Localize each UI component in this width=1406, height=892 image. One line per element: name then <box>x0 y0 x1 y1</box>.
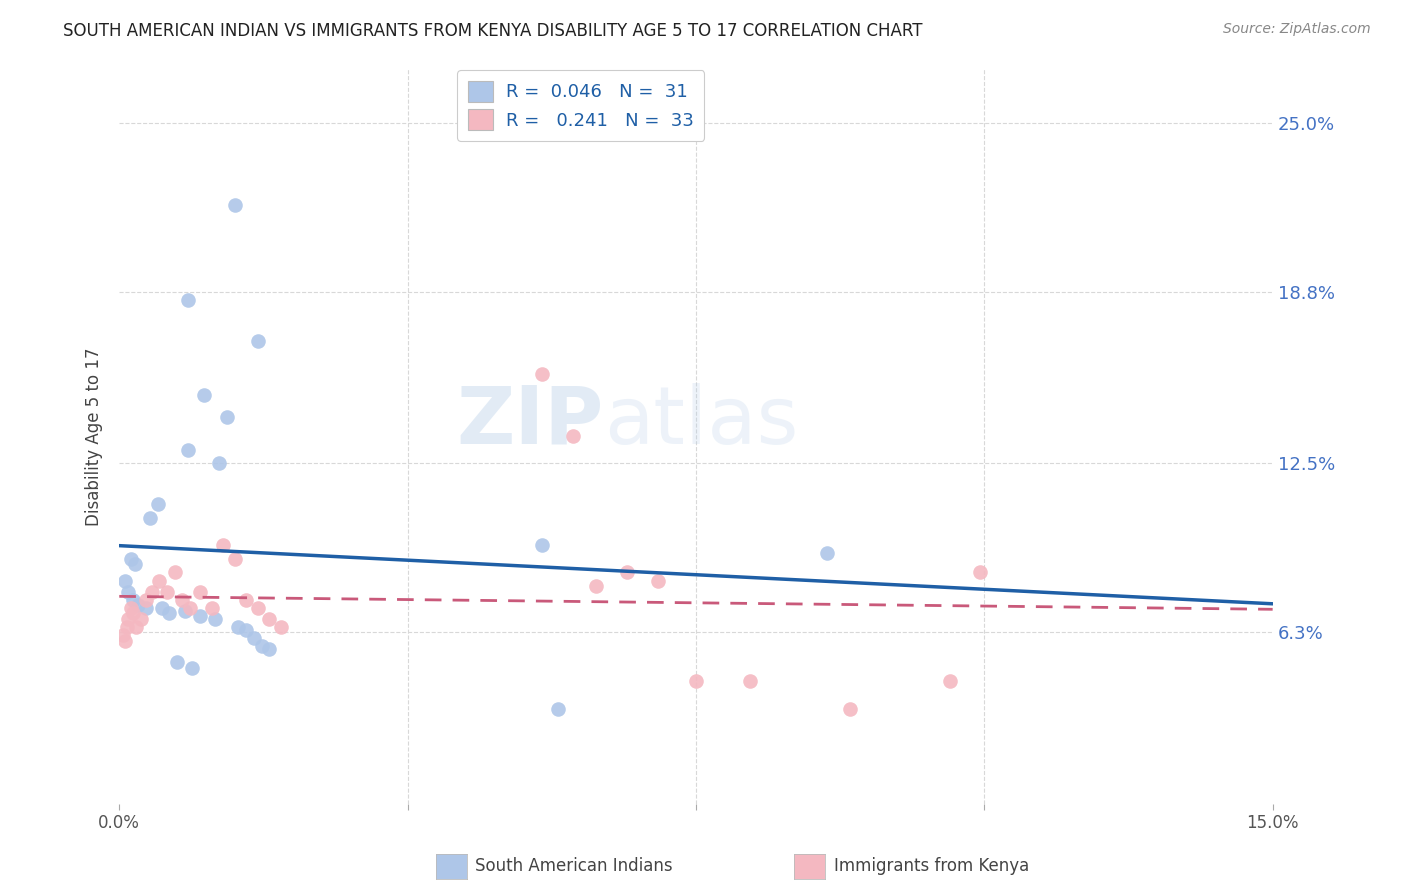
Point <box>148 574 170 588</box>
Point <box>647 574 669 588</box>
Point <box>969 566 991 580</box>
Point <box>135 592 157 607</box>
Point <box>114 633 136 648</box>
Point <box>738 674 761 689</box>
Point <box>257 612 280 626</box>
Point <box>235 623 257 637</box>
Legend: R =  0.046   N =  31, R =   0.241   N =  33: R = 0.046 N = 31, R = 0.241 N = 33 <box>457 70 704 141</box>
Point <box>135 600 157 615</box>
Point <box>166 656 188 670</box>
Point <box>270 620 292 634</box>
Point <box>235 592 257 607</box>
Point <box>531 538 554 552</box>
Point <box>685 674 707 689</box>
Point <box>139 511 162 525</box>
Point <box>246 334 269 348</box>
Point <box>124 558 146 572</box>
Point <box>179 600 201 615</box>
Text: Immigrants from Kenya: Immigrants from Kenya <box>834 857 1029 875</box>
Y-axis label: Disability Age 5 to 17: Disability Age 5 to 17 <box>86 347 103 525</box>
Point <box>114 574 136 588</box>
Point <box>117 584 139 599</box>
Text: SOUTH AMERICAN INDIAN VS IMMIGRANTS FROM KENYA DISABILITY AGE 5 TO 17 CORRELATIO: SOUTH AMERICAN INDIAN VS IMMIGRANTS FROM… <box>63 22 922 40</box>
Point <box>547 701 569 715</box>
Point <box>208 457 231 471</box>
Point <box>146 497 169 511</box>
Point <box>585 579 607 593</box>
Point <box>215 410 238 425</box>
Text: South American Indians: South American Indians <box>475 857 673 875</box>
Point <box>141 584 163 599</box>
Point <box>561 429 583 443</box>
Point <box>224 551 246 566</box>
Text: ZIP: ZIP <box>457 383 603 460</box>
Point <box>125 620 148 634</box>
Point <box>173 604 195 618</box>
Point <box>838 701 860 715</box>
Point <box>163 566 186 580</box>
Point <box>177 442 200 457</box>
Point <box>224 198 246 212</box>
Point <box>193 388 215 402</box>
Point <box>204 612 226 626</box>
Point <box>117 612 139 626</box>
Point <box>120 551 142 566</box>
Point <box>156 584 179 599</box>
Point <box>815 546 838 560</box>
Point <box>122 592 145 607</box>
Point <box>246 600 269 615</box>
Point <box>616 566 638 580</box>
Point <box>257 641 280 656</box>
Point <box>129 612 152 626</box>
Point <box>115 620 138 634</box>
Point <box>200 600 222 615</box>
Point <box>150 600 173 615</box>
Point <box>188 584 211 599</box>
Point <box>172 592 194 607</box>
Point <box>122 607 145 621</box>
Point <box>531 367 554 381</box>
Point <box>177 293 200 307</box>
Point <box>188 609 211 624</box>
Point <box>243 631 266 645</box>
Point <box>181 661 204 675</box>
Point <box>120 600 142 615</box>
Point <box>938 674 960 689</box>
Point <box>157 607 180 621</box>
Text: atlas: atlas <box>603 383 799 460</box>
Point <box>228 620 250 634</box>
Point <box>250 639 273 653</box>
Point <box>112 628 135 642</box>
Point <box>212 538 235 552</box>
Point <box>128 598 150 612</box>
Text: Source: ZipAtlas.com: Source: ZipAtlas.com <box>1223 22 1371 37</box>
